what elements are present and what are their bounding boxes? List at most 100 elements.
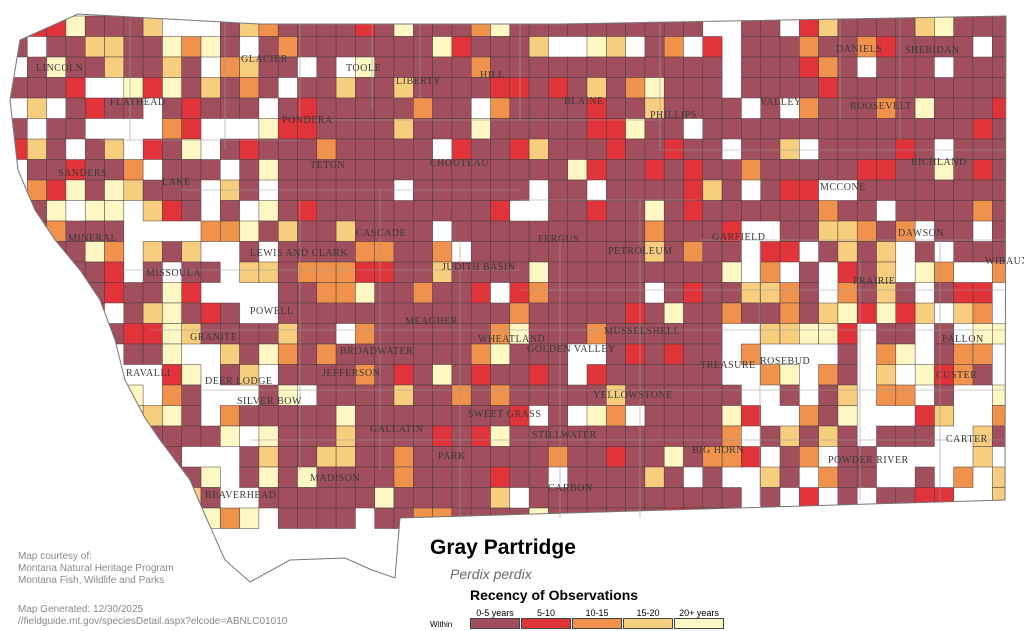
survey-block: [683, 159, 704, 181]
survey-block: [104, 282, 125, 304]
survey-block: [953, 507, 974, 529]
survey-block: [142, 343, 163, 365]
survey-block: [702, 261, 723, 283]
survey-block: [104, 200, 125, 222]
survey-block: [27, 364, 47, 386]
survey-block: [914, 466, 935, 488]
survey-block: [548, 77, 568, 99]
survey-block: [509, 77, 530, 99]
survey-block: [663, 36, 684, 58]
survey-block: [84, 384, 105, 406]
survey-block: [760, 364, 781, 386]
survey-block: [586, 138, 607, 160]
survey-block: [200, 425, 221, 447]
survey-block: [953, 343, 974, 365]
survey-block: [606, 446, 626, 468]
survey-block: [509, 15, 530, 37]
county-label: FERGUS: [538, 234, 580, 245]
survey-block: [413, 507, 433, 529]
survey-block: [142, 77, 163, 99]
county-label: JUDITH BASIN: [442, 262, 516, 273]
survey-block: [992, 384, 1006, 406]
survey-block: [528, 302, 549, 324]
survey-block: [258, 15, 279, 37]
survey-block: [277, 282, 298, 304]
survey-block: [702, 36, 723, 58]
survey-block: [837, 343, 858, 365]
survey-block: [818, 220, 839, 242]
survey-block: [972, 159, 993, 181]
survey-block: [239, 97, 260, 119]
survey-block: [856, 466, 877, 488]
survey-block: [65, 446, 86, 468]
survey-block: [104, 138, 125, 160]
survey-block: [625, 302, 646, 324]
survey-block: [335, 36, 356, 58]
county-boundaries: [100, 18, 1006, 518]
survey-block: [548, 302, 568, 324]
survey-block: [818, 425, 839, 447]
survey-block: [683, 425, 704, 447]
survey-block: [606, 159, 626, 181]
survey-block: [760, 261, 781, 283]
survey-block: [470, 364, 491, 386]
survey-block: [895, 15, 916, 37]
survey-block: [625, 118, 646, 140]
survey-block: [123, 302, 144, 324]
survey-block: [914, 405, 935, 427]
survey-block: [46, 364, 67, 386]
survey-block: [470, 466, 491, 488]
survey-block: [335, 200, 356, 222]
survey-block: [972, 179, 993, 201]
survey-block: [84, 241, 105, 263]
survey-block: [142, 405, 163, 427]
survey-block: [220, 15, 240, 37]
survey-block: [528, 446, 549, 468]
survey-block: [355, 446, 375, 468]
survey-block: [799, 220, 819, 242]
survey-block: [142, 241, 163, 263]
survey-block: [741, 343, 761, 365]
survey-block: [992, 425, 1006, 447]
survey-block: [27, 97, 47, 119]
survey-block: [413, 282, 433, 304]
survey-block: [837, 56, 858, 78]
survey-block: [663, 15, 684, 37]
survey-block: [721, 241, 742, 263]
survey-block: [142, 323, 163, 345]
survey-block: [258, 323, 279, 345]
survey-block: [490, 159, 511, 181]
survey-block: [972, 118, 993, 140]
survey-block: [393, 446, 414, 468]
survey-block: [220, 200, 240, 222]
survey-block: [934, 200, 954, 222]
survey-block: [258, 220, 279, 242]
survey-block: [104, 425, 125, 447]
survey-block: [683, 261, 704, 283]
survey-block: [239, 261, 260, 283]
county-label: WHEATLAND: [478, 334, 546, 345]
survey-block: [779, 241, 800, 263]
survey-block: [702, 159, 723, 181]
survey-block: [779, 36, 800, 58]
survey-block: [972, 15, 993, 37]
survey-block: [779, 159, 800, 181]
survey-block: [972, 507, 993, 529]
survey-block: [297, 282, 318, 304]
survey-block: [567, 15, 588, 37]
survey-block: [374, 466, 395, 488]
survey-block: [104, 261, 125, 283]
survey-block: [837, 384, 858, 406]
survey-block: [200, 36, 221, 58]
survey-block: [277, 200, 298, 222]
survey-block: [393, 56, 414, 78]
survey-block: [799, 487, 819, 509]
survey-block: [413, 97, 433, 119]
survey-block: [181, 200, 202, 222]
survey-block: [162, 384, 182, 406]
survey-block: [316, 220, 337, 242]
survey-block: [181, 282, 202, 304]
survey-block: [663, 405, 684, 427]
survey-block: [702, 405, 723, 427]
county-label: SHERIDAN: [905, 45, 960, 56]
